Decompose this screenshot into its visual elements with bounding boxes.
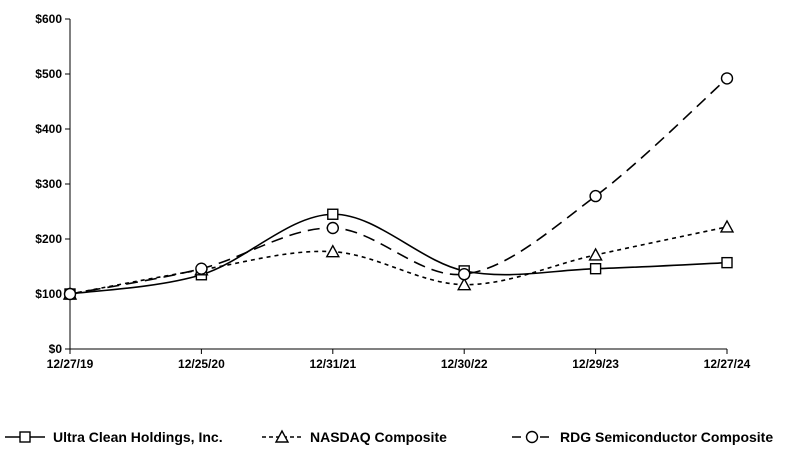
- series-lines: [62, 72, 735, 301]
- data-point-circle: [720, 72, 734, 85]
- legend-item: RDG Semiconductor Composite: [512, 429, 773, 445]
- y-tick-label: $500: [35, 67, 62, 81]
- legend-item: Ultra Clean Holdings, Inc.: [5, 429, 223, 445]
- x-tick-label: 12/31/21: [309, 357, 356, 371]
- data-point-circle: [458, 268, 471, 281]
- data-point-circle: [326, 221, 339, 235]
- legend-item: NASDAQ Composite: [262, 429, 447, 445]
- legend-marker-triangle: [274, 429, 290, 443]
- data-point-circle: [63, 287, 77, 301]
- x-tick-label: 12/29/23: [572, 357, 619, 371]
- legend-marker-square: [19, 431, 31, 443]
- y-tick-label: $400: [35, 122, 62, 136]
- series-line: [69, 213, 728, 295]
- legend-label: Ultra Clean Holdings, Inc.: [53, 429, 223, 445]
- legend: Ultra Clean Holdings, Inc. NASDAQ Composi…: [5, 429, 773, 445]
- x-tick-label: 12/27/24: [704, 357, 751, 371]
- data-point-triangle: [719, 219, 735, 233]
- data-point-square: [327, 208, 339, 220]
- axes: [65, 18, 728, 354]
- x-tick-label: 12/27/19: [47, 357, 94, 371]
- series-1: [62, 219, 735, 300]
- y-tick-label: $100: [35, 287, 62, 301]
- data-point-triangle: [325, 244, 340, 258]
- legend-label: RDG Semiconductor Composite: [560, 429, 773, 445]
- data-point-square: [721, 256, 733, 269]
- y-tick-label: $0: [49, 342, 63, 356]
- series-line: [69, 77, 728, 295]
- data-point-square: [589, 263, 602, 275]
- x-tick-label: 12/25/20: [178, 357, 225, 371]
- y-tick-label: $300: [35, 177, 62, 191]
- y-tick-label: $600: [35, 12, 62, 26]
- data-point-circle: [589, 189, 602, 203]
- legend-label: NASDAQ Composite: [310, 429, 447, 445]
- series-line: [69, 226, 728, 295]
- tick-labels: $0 $100 $200 $300 $400 $500 $600 12/27/19 12/25/…: [35, 12, 750, 371]
- series-2: [63, 72, 734, 301]
- y-tick-label: $200: [35, 232, 62, 246]
- legend-marker-circle: [525, 430, 539, 444]
- x-tick-label: 12/30/22: [441, 357, 488, 371]
- data-point-circle: [195, 262, 208, 275]
- data-point-triangle: [588, 247, 603, 261]
- data-point-triangle: [457, 277, 472, 291]
